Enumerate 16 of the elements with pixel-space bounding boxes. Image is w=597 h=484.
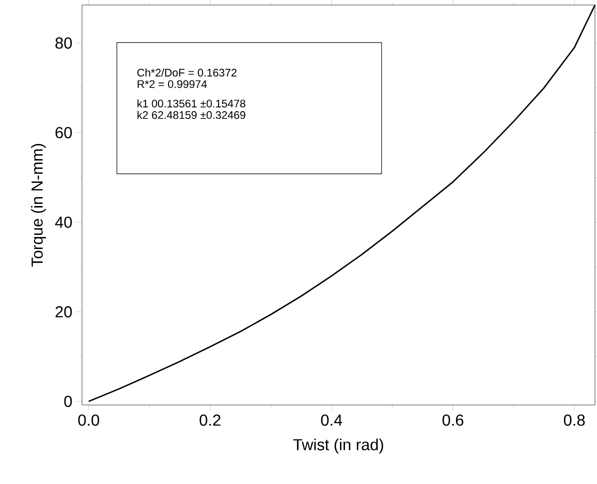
annotation: k2 62.48159 ±0.32469 [138,110,246,119]
annotation: k1 00.13561 ±0.15478 [138,99,246,108]
y-tick-label: 20 [56,306,72,318]
y-axis-title: Torque (in N-mm) [31,144,46,267]
y-tick-label: 40 [55,216,72,228]
y-tick-label: 60 [56,127,72,138]
x-tick-label: 0.6 [442,414,464,426]
annotation: R*2 = 0.99974 [138,80,207,88]
x-tick-label: 0.4 [321,414,342,426]
annotation: Ch*2/DoF = 0.16372 [137,68,236,77]
y-tick-label: 80 [55,37,72,49]
x-axis-title: Twist (in rad) [293,438,384,454]
x-tick-label: 0.2 [200,414,220,426]
x-tick-label: 0.0 [78,414,100,426]
y-tick-label: 0 [64,396,72,408]
x-tick-label: 0.8 [564,414,585,426]
